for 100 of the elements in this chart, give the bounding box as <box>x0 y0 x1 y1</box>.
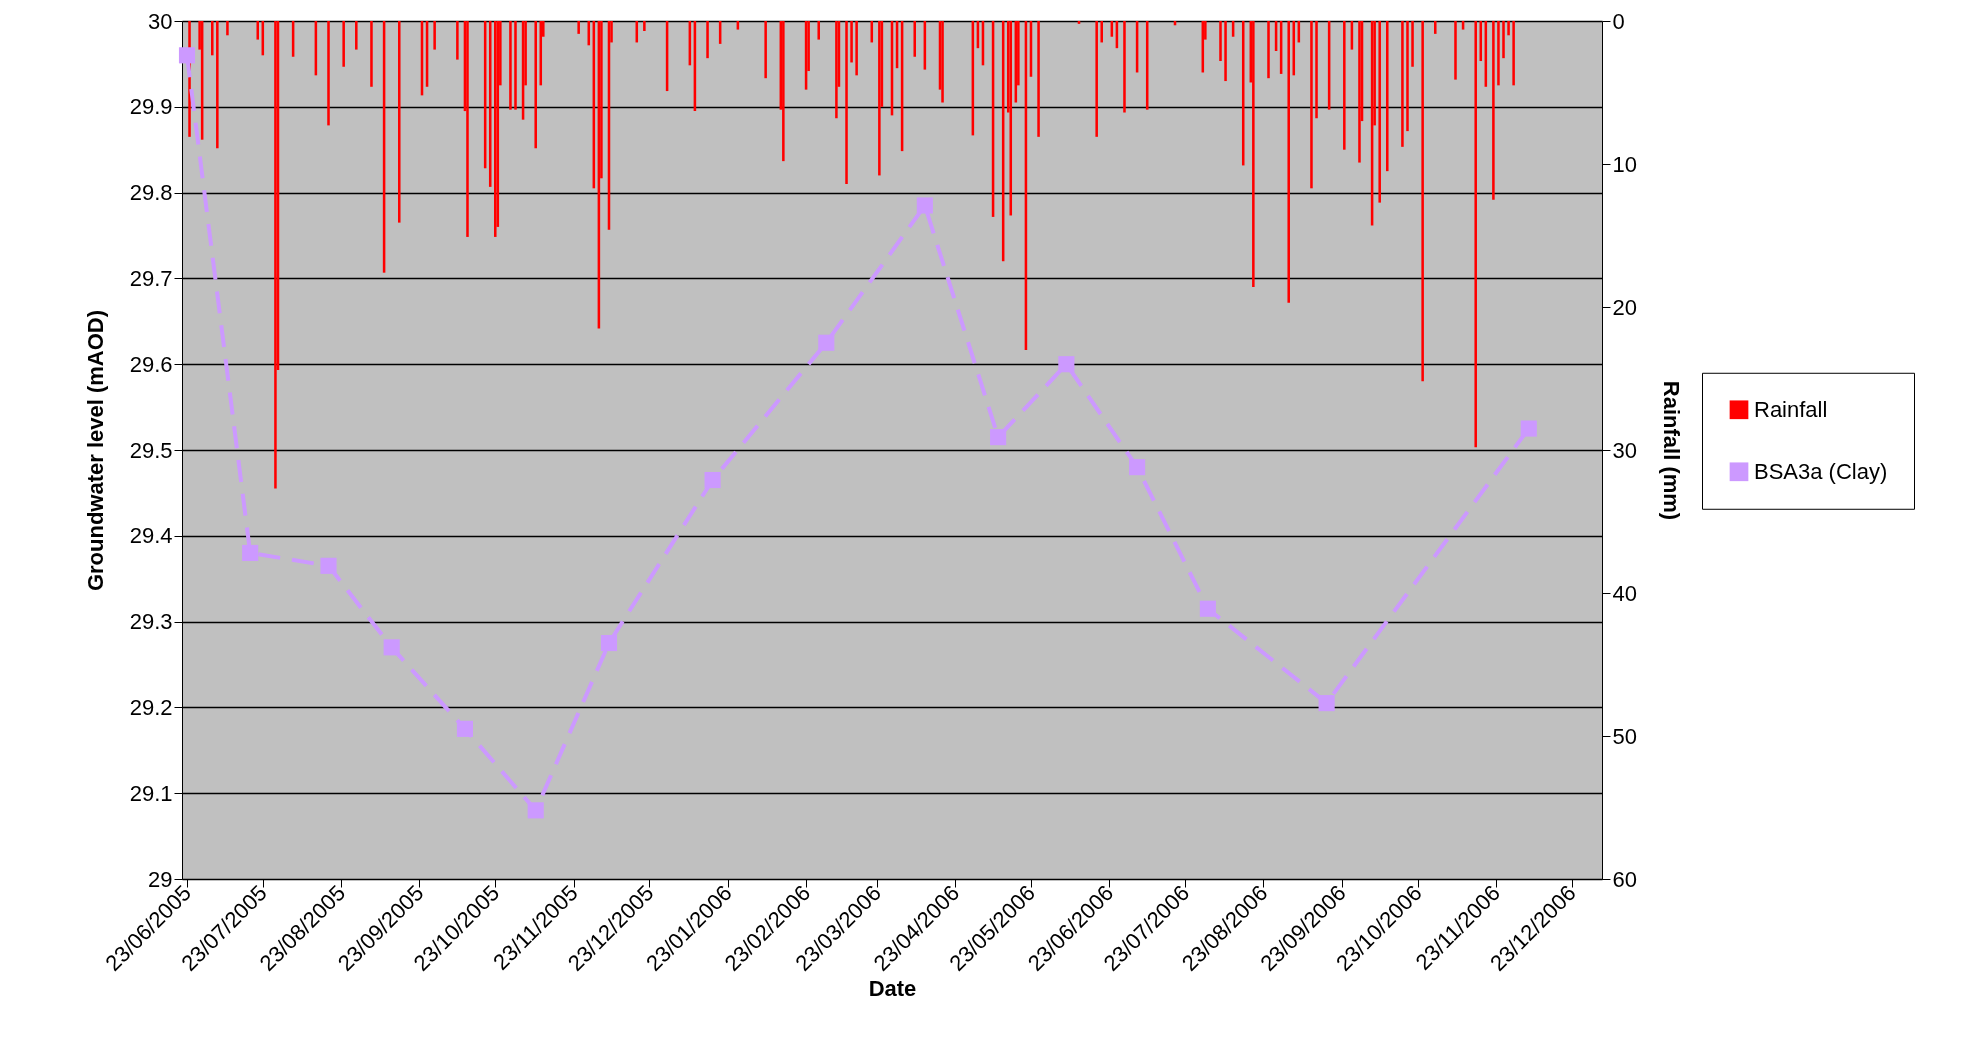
y-axis-title: Groundwater level (mAOD) <box>82 309 108 592</box>
y-tick-label: 30 <box>148 8 173 34</box>
bar <box>256 21 260 40</box>
bar <box>1358 21 1361 163</box>
point <box>456 720 474 737</box>
y-tick-label: 29.6 <box>129 351 173 377</box>
bar <box>1100 21 1103 43</box>
bar <box>1241 21 1245 166</box>
bar <box>216 21 219 149</box>
bar <box>211 21 214 56</box>
point <box>818 334 835 351</box>
y-tick-label: 29.3 <box>129 609 173 635</box>
bar <box>850 21 853 63</box>
bar <box>397 21 401 223</box>
point <box>242 544 259 562</box>
bar <box>1219 21 1222 62</box>
bar <box>466 21 469 237</box>
y2-tick-label: 30 <box>1612 437 1637 463</box>
point <box>527 802 544 819</box>
bar <box>1502 21 1505 59</box>
point <box>1199 600 1216 617</box>
point <box>1129 459 1146 476</box>
bar <box>274 21 277 489</box>
bar <box>845 21 848 185</box>
y-tick-label: 29.4 <box>129 523 173 549</box>
bar <box>706 21 709 59</box>
y2-tick-label: 50 <box>1612 723 1637 749</box>
bar <box>514 21 517 110</box>
y2-tick-label: 10 <box>1612 151 1637 177</box>
bar <box>643 21 646 32</box>
bar <box>1378 21 1381 203</box>
bar <box>370 21 373 87</box>
bar <box>835 21 838 119</box>
y-tick-label: 29.1 <box>129 780 173 806</box>
y2-tick-label: 60 <box>1612 866 1637 892</box>
point <box>600 634 618 652</box>
bar <box>1009 21 1013 216</box>
y-tick-label: 29.5 <box>129 437 173 463</box>
bar <box>913 21 917 57</box>
y-tick-label: 29.9 <box>129 94 173 120</box>
bar <box>433 21 436 50</box>
point <box>990 429 1007 446</box>
bar <box>1287 21 1290 303</box>
bar <box>1224 21 1227 82</box>
bar <box>1479 21 1483 62</box>
y-tick-label: 29.8 <box>129 180 173 206</box>
bar <box>1310 21 1313 189</box>
point <box>178 47 196 64</box>
point <box>383 639 400 656</box>
bar <box>534 21 537 149</box>
legend-label: BSA3a (Clay) <box>1754 458 1888 484</box>
bar <box>1507 21 1510 36</box>
bar <box>1454 21 1457 80</box>
bar <box>1421 21 1424 382</box>
bar <box>1411 21 1414 67</box>
bar <box>1037 21 1040 137</box>
bar <box>1095 21 1098 137</box>
point <box>1318 695 1335 712</box>
x-axis-title: Date <box>868 976 917 1002</box>
point <box>704 471 721 489</box>
bar <box>1434 21 1437 34</box>
bar <box>1497 21 1500 86</box>
bar <box>855 21 858 76</box>
bar <box>456 21 459 60</box>
bar <box>782 21 785 162</box>
bar <box>1123 21 1126 113</box>
bar <box>1474 21 1477 448</box>
point <box>1520 420 1537 437</box>
bar <box>1343 21 1346 150</box>
bar <box>941 21 944 103</box>
bar <box>1315 21 1318 119</box>
bar <box>878 21 881 176</box>
bar <box>494 21 497 237</box>
bar <box>1267 21 1270 79</box>
y2-axis-title: Rainfall (mm) <box>1658 380 1684 521</box>
bar <box>342 21 345 67</box>
bar <box>355 21 358 50</box>
bar <box>1252 21 1255 287</box>
y2-tick-label: 20 <box>1612 294 1637 320</box>
legend-label: Rainfall <box>1754 396 1828 422</box>
bar <box>577 21 580 34</box>
point <box>1058 356 1075 373</box>
y2-tick-label: 40 <box>1612 580 1637 606</box>
bar <box>817 21 820 40</box>
y2-tick-label: 0 <box>1612 8 1625 34</box>
bar <box>1492 21 1495 200</box>
bar <box>1406 21 1409 132</box>
bar <box>509 21 512 110</box>
bar <box>1401 21 1404 147</box>
bar <box>1512 21 1515 86</box>
bar <box>327 21 330 126</box>
point <box>320 557 337 574</box>
bar <box>226 21 229 36</box>
bar <box>539 21 543 86</box>
y-tick-label: 29 <box>148 866 173 892</box>
bar <box>764 21 767 79</box>
y-tick-label: 29.2 <box>129 694 173 720</box>
point <box>916 197 933 214</box>
y-tick-label: 29.7 <box>129 265 173 291</box>
bar <box>1386 21 1389 172</box>
